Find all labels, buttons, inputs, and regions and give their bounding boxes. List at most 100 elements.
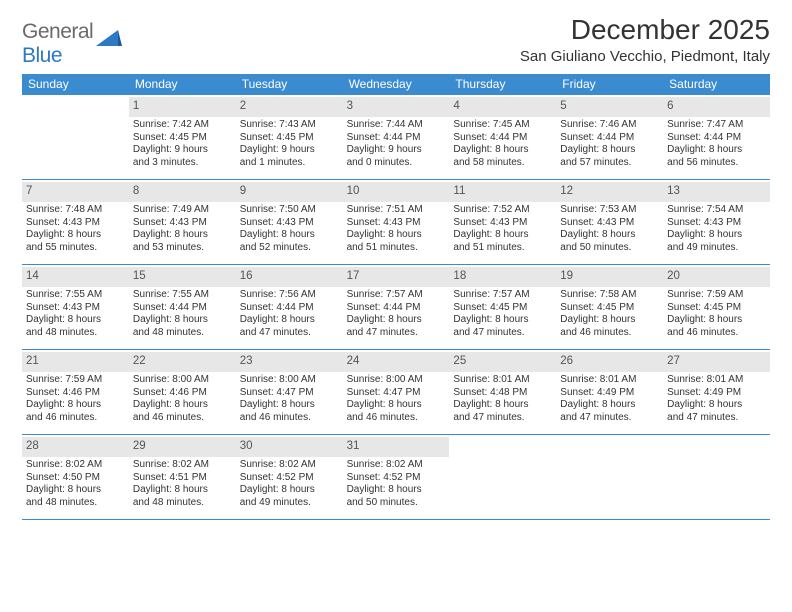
daylight-text: Daylight: 8 hours bbox=[26, 314, 125, 327]
daylight-text-cont: and 46 minutes. bbox=[133, 412, 232, 425]
location-subtitle: San Giuliano Vecchio, Piedmont, Italy bbox=[520, 48, 770, 65]
daylight-text-cont: and 52 minutes. bbox=[240, 242, 339, 255]
sunrise-text: Sunrise: 7:53 AM bbox=[560, 204, 659, 217]
sunrise-text: Sunrise: 8:01 AM bbox=[453, 374, 552, 387]
sunset-text: Sunset: 4:45 PM bbox=[560, 302, 659, 315]
logo-text: General Blue bbox=[22, 20, 93, 68]
daylight-text: Daylight: 8 hours bbox=[240, 399, 339, 412]
daylight-text: Daylight: 8 hours bbox=[667, 144, 766, 157]
month-title: December 2025 bbox=[520, 14, 770, 46]
page-header: General Blue December 2025 San Giuliano … bbox=[22, 14, 770, 68]
calendar-dayname-row: SundayMondayTuesdayWednesdayThursdayFrid… bbox=[22, 74, 770, 95]
daylight-text-cont: and 49 minutes. bbox=[240, 497, 339, 510]
day-cell: 1Sunrise: 7:42 AMSunset: 4:45 PMDaylight… bbox=[129, 95, 236, 179]
sunset-text: Sunset: 4:43 PM bbox=[347, 217, 446, 230]
day-number: 13 bbox=[663, 182, 770, 202]
sunrise-text: Sunrise: 8:00 AM bbox=[240, 374, 339, 387]
daylight-text-cont: and 48 minutes. bbox=[26, 327, 125, 340]
day-cell: 3 Sunrise: 7:44 AMSunset: 4:44 PMDaylight… bbox=[343, 95, 450, 179]
sunset-text: Sunset: 4:44 PM bbox=[347, 132, 446, 145]
daylight-text-cont: and 46 minutes. bbox=[347, 412, 446, 425]
day-cell: 28Sunrise: 8:02 AMSunset: 4:50 PMDayligh… bbox=[22, 435, 129, 519]
day-number: 9 bbox=[236, 182, 343, 202]
sunset-text: Sunset: 4:46 PM bbox=[26, 387, 125, 400]
daylight-text-cont: and 50 minutes. bbox=[347, 497, 446, 510]
sunrise-text: Sunrise: 7:55 AM bbox=[26, 289, 125, 302]
daylight-text: Daylight: 8 hours bbox=[667, 314, 766, 327]
sunrise-text: Sunrise: 8:00 AM bbox=[347, 374, 446, 387]
daylight-text: Daylight: 8 hours bbox=[560, 314, 659, 327]
daylight-text-cont: and 46 minutes. bbox=[667, 327, 766, 340]
sunrise-text: Sunrise: 7:49 AM bbox=[133, 204, 232, 217]
daylight-text: Daylight: 8 hours bbox=[347, 314, 446, 327]
dayname-sunday: Sunday bbox=[22, 74, 129, 95]
daylight-text: Daylight: 8 hours bbox=[453, 314, 552, 327]
day-cell: 7Sunrise: 7:48 AMSunset: 4:43 PMDaylight… bbox=[22, 180, 129, 264]
sunset-text: Sunset: 4:44 PM bbox=[347, 302, 446, 315]
sunrise-text: Sunrise: 7:48 AM bbox=[26, 204, 125, 217]
day-cell: 29Sunrise: 8:02 AMSunset: 4:51 PMDayligh… bbox=[129, 435, 236, 519]
sunrise-text: Sunrise: 7:57 AM bbox=[453, 289, 552, 302]
day-number: 1 bbox=[129, 97, 236, 117]
daylight-text-cont: and 55 minutes. bbox=[26, 242, 125, 255]
sunset-text: Sunset: 4:43 PM bbox=[133, 217, 232, 230]
daylight-text: Daylight: 8 hours bbox=[240, 314, 339, 327]
daylight-text: Daylight: 8 hours bbox=[347, 229, 446, 242]
sunrise-text: Sunrise: 8:02 AM bbox=[240, 459, 339, 472]
daylight-text: Daylight: 9 hours bbox=[133, 144, 232, 157]
sunset-text: Sunset: 4:51 PM bbox=[133, 472, 232, 485]
title-block: December 2025 San Giuliano Vecchio, Pied… bbox=[520, 14, 770, 65]
day-cell: 5Sunrise: 7:46 AMSunset: 4:44 PMDaylight… bbox=[556, 95, 663, 179]
day-number: 28 bbox=[22, 437, 129, 457]
sunset-text: Sunset: 4:52 PM bbox=[347, 472, 446, 485]
day-cell: 15Sunrise: 7:55 AMSunset: 4:44 PMDayligh… bbox=[129, 265, 236, 349]
day-number: 7 bbox=[22, 182, 129, 202]
sunrise-text: Sunrise: 7:44 AM bbox=[347, 119, 446, 132]
sunrise-text: Sunrise: 7:59 AM bbox=[667, 289, 766, 302]
sunset-text: Sunset: 4:45 PM bbox=[133, 132, 232, 145]
daylight-text: Daylight: 8 hours bbox=[667, 399, 766, 412]
daylight-text: Daylight: 8 hours bbox=[133, 314, 232, 327]
day-number: 29 bbox=[129, 437, 236, 457]
day-number: 22 bbox=[129, 352, 236, 372]
sunrise-text: Sunrise: 7:52 AM bbox=[453, 204, 552, 217]
logo-word-general: General bbox=[22, 20, 93, 43]
sunrise-text: Sunrise: 7:54 AM bbox=[667, 204, 766, 217]
daylight-text-cont: and 46 minutes. bbox=[560, 327, 659, 340]
sunrise-text: Sunrise: 7:43 AM bbox=[240, 119, 339, 132]
sunset-text: Sunset: 4:43 PM bbox=[26, 302, 125, 315]
daylight-text: Daylight: 8 hours bbox=[133, 399, 232, 412]
sunset-text: Sunset: 4:43 PM bbox=[453, 217, 552, 230]
daylight-text-cont: and 47 minutes. bbox=[347, 327, 446, 340]
day-cell: 10Sunrise: 7:51 AMSunset: 4:43 PMDayligh… bbox=[343, 180, 450, 264]
dayname-friday: Friday bbox=[556, 74, 663, 95]
day-number: 12 bbox=[556, 182, 663, 202]
daylight-text: Daylight: 8 hours bbox=[240, 229, 339, 242]
day-cell-empty: . bbox=[663, 435, 770, 519]
day-cell: 4Sunrise: 7:45 AMSunset: 4:44 PMDaylight… bbox=[449, 95, 556, 179]
daylight-text-cont: and 47 minutes. bbox=[240, 327, 339, 340]
dayname-thursday: Thursday bbox=[449, 74, 556, 95]
daylight-text-cont: and 47 minutes. bbox=[453, 412, 552, 425]
day-number: 11 bbox=[449, 182, 556, 202]
day-cell: 18Sunrise: 7:57 AMSunset: 4:45 PMDayligh… bbox=[449, 265, 556, 349]
day-cell: 22Sunrise: 8:00 AMSunset: 4:46 PMDayligh… bbox=[129, 350, 236, 434]
sunrise-text: Sunrise: 7:55 AM bbox=[133, 289, 232, 302]
sunrise-text: Sunrise: 8:01 AM bbox=[667, 374, 766, 387]
sunset-text: Sunset: 4:48 PM bbox=[453, 387, 552, 400]
day-number: 10 bbox=[343, 182, 450, 202]
week-row: 14Sunrise: 7:55 AMSunset: 4:43 PMDayligh… bbox=[22, 265, 770, 350]
sunrise-text: Sunrise: 7:58 AM bbox=[560, 289, 659, 302]
daylight-text: Daylight: 8 hours bbox=[560, 229, 659, 242]
day-number: 5 bbox=[556, 97, 663, 117]
day-number: 30 bbox=[236, 437, 343, 457]
daylight-text: Daylight: 9 hours bbox=[347, 144, 446, 157]
day-number: 3 bbox=[343, 97, 450, 117]
sunset-text: Sunset: 4:47 PM bbox=[240, 387, 339, 400]
day-cell: 27Sunrise: 8:01 AMSunset: 4:49 PMDayligh… bbox=[663, 350, 770, 434]
logo-triangle-icon bbox=[96, 28, 122, 53]
sunset-text: Sunset: 4:45 PM bbox=[453, 302, 552, 315]
day-cell: 26Sunrise: 8:01 AMSunset: 4:49 PMDayligh… bbox=[556, 350, 663, 434]
logo-word-blue: Blue bbox=[22, 44, 62, 67]
sunset-text: Sunset: 4:44 PM bbox=[240, 302, 339, 315]
